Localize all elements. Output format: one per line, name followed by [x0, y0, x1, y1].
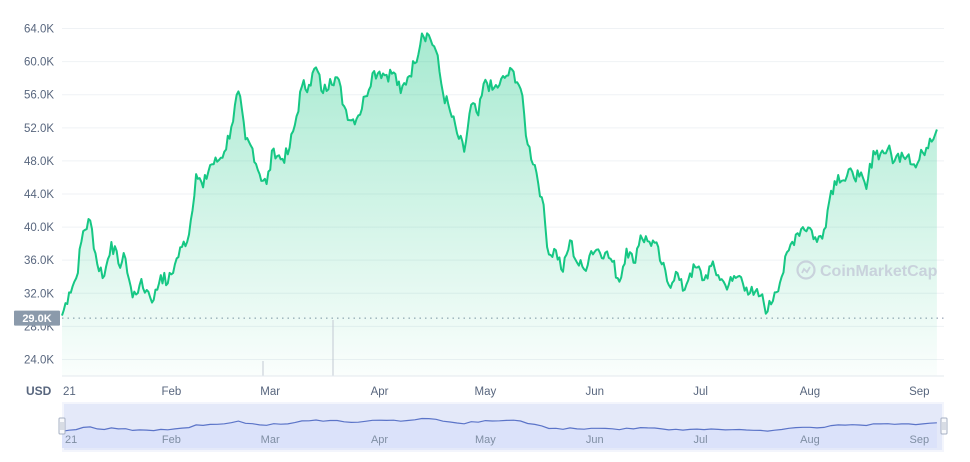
navigator-tick-label: 21	[65, 434, 77, 446]
y-tick-label: 56.0K	[24, 90, 54, 102]
y-tick-label: 40.0K	[24, 222, 54, 234]
watermark: CoinMarketCap	[796, 260, 938, 280]
navigator-left-handle[interactable]	[58, 417, 66, 435]
volume-bars	[262, 320, 334, 376]
price-area	[62, 33, 937, 377]
current-price-badge: 29.0K	[14, 310, 60, 326]
y-tick-label: 32.0K	[24, 288, 54, 300]
unit-label: USD	[26, 384, 52, 398]
x-tick-label: 21	[63, 386, 76, 398]
x-tick-label: Sep	[909, 386, 929, 398]
navigator-tick-label: May	[475, 434, 496, 446]
navigator-tick-label: Sep	[910, 434, 930, 446]
navigator-tick-label: Jun	[586, 434, 604, 446]
navigator-tick-label: Aug	[800, 434, 820, 446]
y-tick-label: 44.0K	[24, 189, 54, 201]
navigator-line	[61, 417, 937, 432]
y-tick-label: 64.0K	[24, 24, 54, 36]
current-price-label: 29.0K	[22, 313, 51, 325]
navigator-tick-label: Feb	[162, 434, 181, 446]
x-tick-label: May	[474, 386, 496, 398]
x-tick-label: Aug	[800, 386, 820, 398]
y-tick-label: 52.0K	[24, 123, 54, 135]
x-tick-label: Feb	[161, 386, 181, 398]
x-tick-label: Apr	[371, 386, 389, 398]
navigator-ticks: 21 Feb Mar Apr May Jun Jul Aug Sep	[65, 434, 929, 446]
navigator[interactable]: 21 Feb Mar Apr May Jun Jul Aug Sep	[58, 402, 948, 452]
y-tick-label: 48.0K	[24, 156, 54, 168]
y-tick-label: 36.0K	[24, 255, 54, 267]
y-tick-label: 60.0K	[24, 57, 54, 69]
navigator-tick-label: Apr	[371, 434, 388, 446]
x-axis: 21 Feb Mar Apr May Jun Jul Aug Sep	[63, 386, 930, 398]
x-tick-label: Mar	[260, 386, 280, 398]
badge-background	[14, 310, 60, 326]
x-tick-label: Jul	[693, 386, 708, 398]
coinmarketcap-logo-icon	[796, 260, 816, 280]
navigator-tick-label: Mar	[261, 434, 280, 446]
navigator-tick-label: Jul	[694, 434, 708, 446]
y-tick-label: 24.0K	[24, 354, 54, 366]
x-tick-label: Jun	[585, 386, 604, 398]
watermark-text: CoinMarketCap	[820, 263, 938, 280]
price-line	[61, 32, 938, 316]
navigator-right-handle[interactable]	[940, 417, 948, 435]
navigator-area	[62, 418, 937, 448]
